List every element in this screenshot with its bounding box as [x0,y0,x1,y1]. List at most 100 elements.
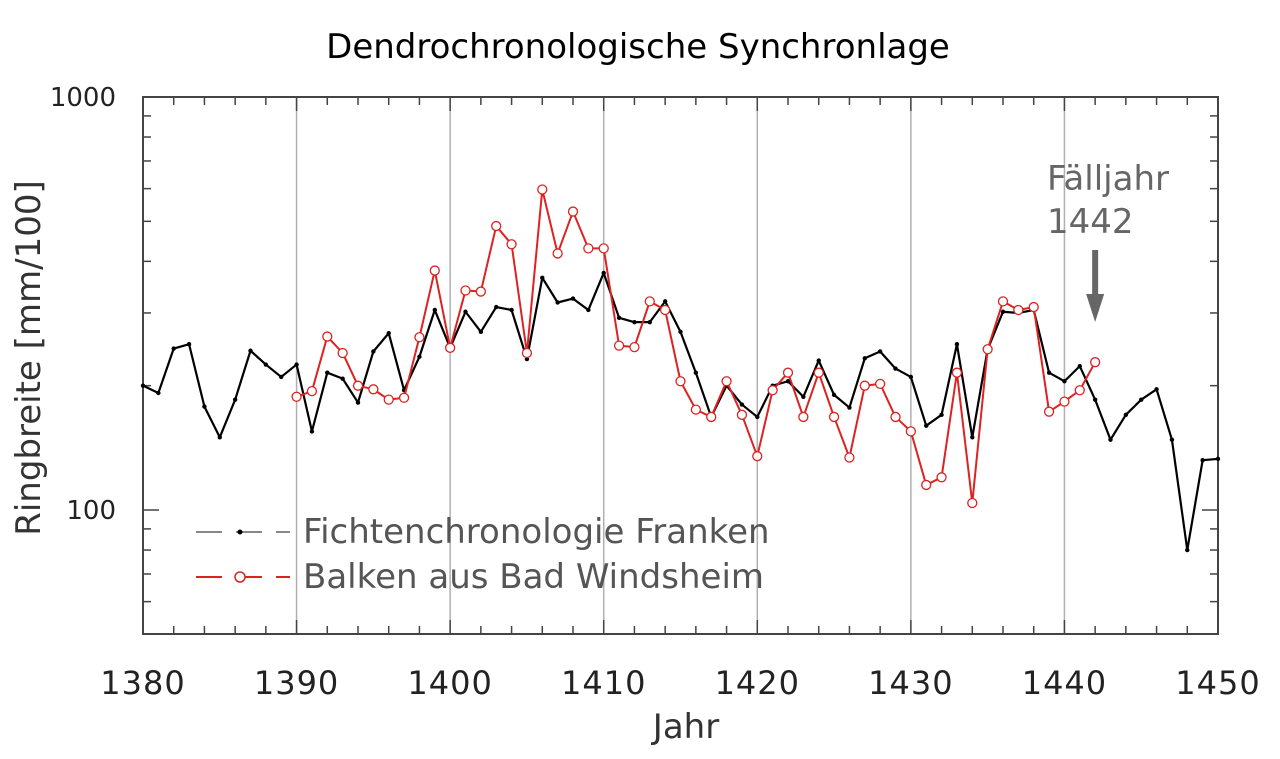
data-point-franken [601,270,606,276]
data-point-windsheim [368,384,379,395]
data-point-windsheim [706,411,717,423]
data-point-franken [386,330,391,336]
data-point-franken [171,346,176,351]
data-point-windsheim [813,367,824,378]
data-point-franken [831,392,837,398]
data-point-franken [755,414,760,420]
data-point-franken [693,370,699,375]
data-point-franken [494,304,499,310]
data-point-franken [156,390,161,396]
data-point-franken [1200,458,1205,463]
data-point-windsheim [752,451,763,462]
data-point-franken [1062,379,1067,384]
legend-swatch-franken [196,529,290,535]
data-point-windsheim [659,304,671,316]
down-arrow-icon [1086,250,1105,322]
data-point-windsheim [352,380,364,391]
data-point-windsheim [736,409,748,420]
data-point-windsheim [398,392,410,403]
data-point-franken [140,383,146,388]
data-point-windsheim [521,347,533,359]
y-tick-labels: 1000 100 [50,83,116,526]
data-point-franken [340,376,345,381]
x-tick-label-1430: 1430 [868,664,953,702]
data-point-franken [908,374,914,380]
data-point-franken [1139,397,1144,402]
data-point-franken [1108,437,1113,442]
series-line-franken [142,271,1219,552]
data-point-windsheim [475,286,487,297]
data-point-franken [309,429,315,434]
data-point-franken [678,329,683,335]
data-point-windsheim [322,331,333,342]
data-point-windsheim [951,367,963,378]
data-point-windsheim [1059,396,1070,407]
data-point-franken [432,307,437,313]
data-point-windsheim [828,411,840,423]
data-point-franken [1123,412,1129,418]
data-point-windsheim [859,380,870,391]
data-point-windsheim [537,184,548,195]
data-point-windsheim [506,239,517,250]
data-point-windsheim [921,479,932,491]
data-point-windsheim [337,347,348,359]
data-point-windsheim [429,265,440,276]
x-tick-label-1440: 1440 [1022,664,1107,702]
data-point-franken [478,329,484,335]
data-point-windsheim [721,376,732,387]
axis-ticks [142,96,1219,634]
data-point-franken [248,348,253,353]
data-point-franken [1169,437,1175,442]
data-point-windsheim [1074,385,1085,396]
data-point-franken [939,412,944,418]
data-point-franken [186,342,192,347]
data-point-windsheim [1028,301,1039,313]
data-point-windsheim [444,342,456,353]
data-point-windsheim [291,391,302,402]
data-point-franken [202,404,207,409]
data-point-franken [739,402,745,407]
x-tick-labels: 1380 1390 1400 1410 1420 1430 1440 1450 [100,664,1259,702]
vertical-gridlines [295,97,1066,634]
data-point-franken [586,307,591,313]
x-tick-label-1420: 1420 [715,664,800,702]
data-point-windsheim [844,452,855,463]
data-point-franken [801,394,806,399]
data-point-franken [371,349,376,354]
data-point-franken [463,309,468,314]
data-point-franken [417,354,422,359]
data-point-windsheim [690,404,702,415]
legend-label-windsheim: Balken aus Bad Windsheim [303,557,764,597]
data-point-windsheim [675,376,686,387]
y-axis-label: Ringbreite [mm/100] [9,180,49,536]
data-point-franken [632,319,637,325]
data-point-windsheim [552,248,563,259]
data-point-franken [1154,387,1159,392]
legend: Fichtenchronologie Franken Balken aus Ba… [196,512,770,597]
data-point-franken [217,435,222,440]
data-point-franken [970,435,975,440]
legend-label-franken: Fichtenchronologie Franken [303,512,770,552]
data-point-franken [1092,397,1098,402]
data-point-windsheim [905,426,917,437]
data-point-windsheim [491,220,502,232]
x-tick-label-1380: 1380 [100,664,185,702]
legend-swatch-windsheim [196,571,290,583]
data-point-franken [924,423,929,428]
data-point-windsheim [460,285,471,296]
data-point-franken [279,374,284,380]
series-windsheim [291,184,1101,509]
data-point-franken [232,397,238,402]
data-point-franken [847,405,852,410]
data-point-windsheim [567,206,579,217]
data-point-franken [954,342,960,347]
data-point-franken [540,275,545,280]
data-point-windsheim [383,394,394,405]
data-point-windsheim [782,367,794,378]
y-tick-label-100: 100 [66,496,116,526]
data-point-franken [294,362,299,367]
data-point-windsheim [644,296,655,307]
x-axis-label: Jahr [651,707,719,747]
data-point-franken [570,296,576,301]
